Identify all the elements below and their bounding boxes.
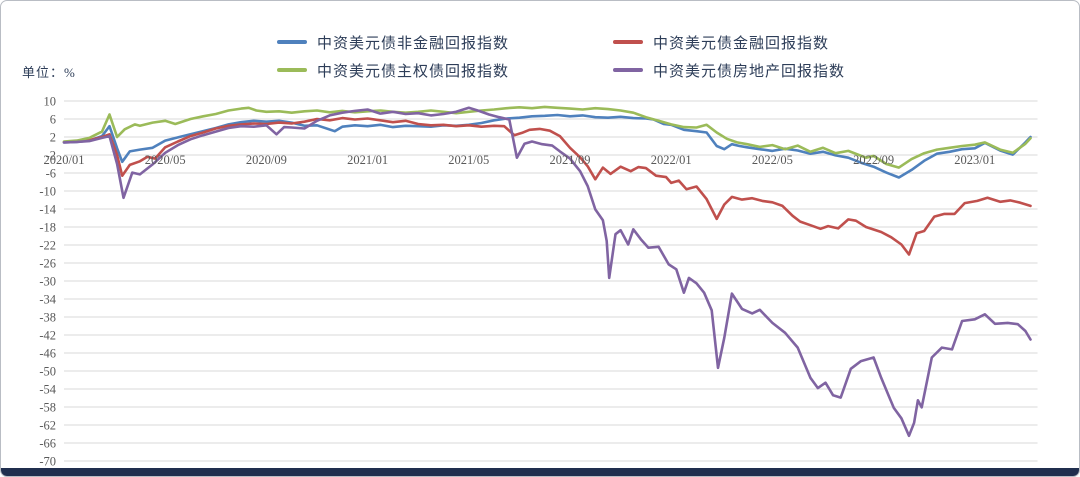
y-tick-label: 2 [50,131,56,145]
y-tick-label: -54 [39,383,56,397]
legend-label: 中资美元债主权债回报指数 [317,63,510,80]
legend-item-realestate-index: 中资美元债房地产回报指数 [613,60,845,80]
y-tick-label: -14 [39,203,56,217]
x-axis-tick-labels: 2020/01 2020/05 2020/09 2021/01 2021/05 2021/… [44,153,996,167]
legend-label: 中资美元债房地产回报指数 [653,63,846,80]
y-tick-label: -66 [39,437,56,451]
y-tick-label: -38 [39,311,56,325]
y-tick-label: -42 [39,329,56,343]
y-tick-label: -6 [46,167,56,181]
x-tick-label: 2021/05 [448,153,489,167]
y-tick-label: -62 [39,419,56,433]
unit-label: 单位：% [22,65,76,80]
y-tick-label: -34 [39,293,56,307]
series-line-3 [62,106,1032,438]
y-tick-label: -22 [39,239,56,253]
y-tick-label: -58 [39,401,56,415]
y-tick-label: 10 [44,95,57,109]
series-line-0 [62,113,1032,179]
sovereign-series-swatch [277,68,307,72]
x-tick-label: 2021/09 [550,153,591,167]
realestate-series-swatch [613,68,643,72]
legend-item-financial-index: 中资美元债金融回报指数 [613,32,829,52]
y-tick-label: -30 [39,275,56,289]
y-tick-label: -10 [39,185,56,199]
y-tick-label: -26 [39,257,56,271]
y-tick-label: -18 [39,221,56,235]
y-axis-tick-labels: 10 6 2 -2 -6 -10 -14 -18 -22 -26 -30 -34 -38 -42 -46 -5… [39,95,56,469]
x-tick-label: 2020/01 [44,153,85,167]
x-tick-label: 2021/01 [347,153,388,167]
x-tick-label: 2020/09 [246,153,287,167]
y-tick-label: -2 [46,149,56,163]
bottom-bar [1,468,1079,476]
y-tick-label: -50 [39,365,56,379]
x-tick-label: 2022/09 [853,153,894,167]
legend-label: 中资美元债非金融回报指数 [317,35,510,52]
legend-item-nonfinancial-index: 中资美元债非金融回报指数 [277,32,509,52]
series-line-2 [62,105,1032,169]
gridlines [64,100,1038,462]
x-tick-label: 2022/05 [752,153,793,167]
y-tick-label: 6 [50,113,56,127]
nonfinancial-series-swatch [277,40,307,44]
legend-item-sovereign-index: 中资美元债主权债回报指数 [277,60,509,80]
y-tick-label: -70 [39,455,56,469]
x-tick-label: 2022/01 [651,153,692,167]
series-line-1 [62,116,1032,256]
x-tick-label: 2020/05 [145,153,186,167]
y-tick-label: -46 [39,347,56,361]
x-tick-label: 2023/01 [954,153,995,167]
legend-label: 中资美元债金融回报指数 [653,35,830,52]
financial-series-swatch [613,40,643,44]
